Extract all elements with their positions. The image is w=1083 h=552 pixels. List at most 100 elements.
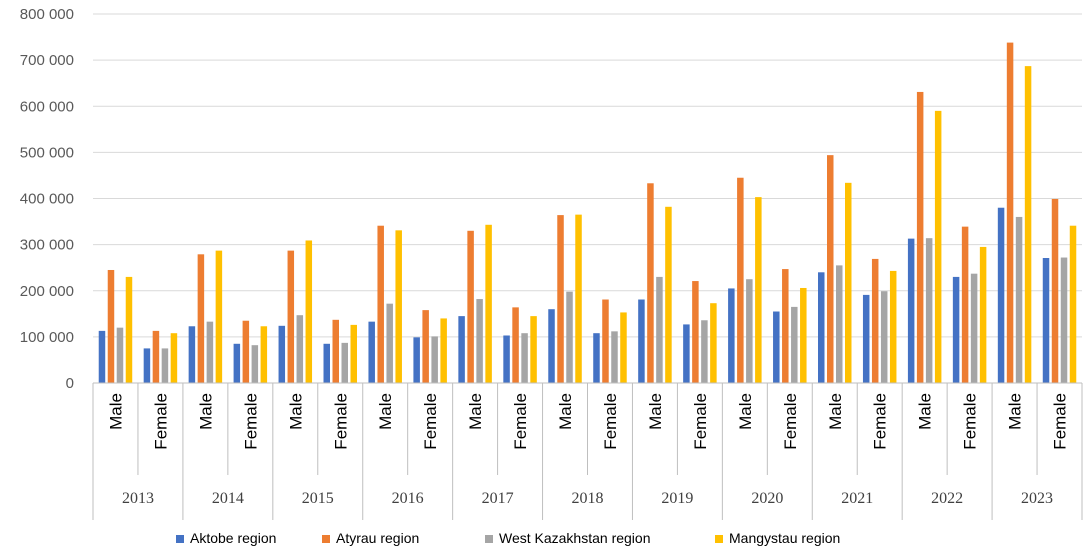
bar-atyrau-region — [737, 178, 744, 383]
bar-mangystau-region — [980, 247, 987, 383]
bar-mangystau-region — [351, 325, 358, 383]
bar-atyrau-region — [198, 254, 205, 383]
bar-atyrau-region — [243, 321, 250, 383]
bar-atyrau-region — [108, 270, 115, 383]
legend: Aktobe region Atyrau region West Kazakhsta… — [176, 530, 840, 546]
x-category-label: Female — [511, 393, 530, 450]
bar-west-kazakhstan-region — [252, 345, 259, 383]
bar-west-kazakhstan-region — [1016, 217, 1023, 383]
bar-mangystau-region — [1025, 66, 1032, 383]
bar-atyrau-region — [1052, 199, 1059, 383]
bar-west-kazakhstan-region — [207, 322, 214, 383]
x-category-label: Female — [871, 393, 890, 450]
bar-aktobe-region — [368, 322, 375, 383]
bar-mangystau-region — [620, 312, 627, 383]
legend-label: Atyrau region — [336, 530, 419, 546]
y-axis: 0 100 000 200 000 300 000 400 000 500 000 600 … — [20, 6, 74, 392]
x-group-label: 2021 — [841, 490, 873, 507]
x-group-label: 2018 — [572, 490, 604, 507]
bar-aktobe-region — [324, 344, 331, 383]
y-tick-label: 100 000 — [20, 329, 74, 346]
bar-west-kazakhstan-region — [1061, 258, 1068, 383]
bar-mangystau-region — [575, 215, 582, 383]
bar-west-kazakhstan-region — [611, 331, 618, 383]
bar-mangystau-region — [530, 316, 537, 383]
bar-aktobe-region — [683, 324, 690, 383]
bar-west-kazakhstan-region — [386, 304, 393, 383]
gridlines — [93, 14, 1082, 337]
bar-west-kazakhstan-region — [656, 277, 663, 383]
bar-atyrau-region — [782, 269, 789, 383]
bar-aktobe-region — [998, 208, 1005, 383]
x-category-label: Male — [286, 393, 305, 430]
bar-mangystau-region — [665, 207, 672, 383]
bar-west-kazakhstan-region — [117, 328, 124, 383]
legend-swatch — [485, 535, 493, 543]
legend-label: West Kazakhstan region — [499, 530, 651, 546]
bar-atyrau-region — [827, 155, 834, 383]
bar-west-kazakhstan-region — [746, 279, 753, 383]
y-tick-label: 500 000 — [20, 144, 74, 161]
y-tick-label: 700 000 — [20, 52, 74, 69]
y-tick-label: 0 — [66, 375, 74, 392]
bar-atyrau-region — [422, 310, 429, 383]
bar-atyrau-region — [377, 226, 384, 383]
bar-mangystau-region — [216, 251, 223, 383]
y-tick-label: 400 000 — [20, 191, 74, 208]
bar-atyrau-region — [153, 331, 160, 383]
bar-west-kazakhstan-region — [297, 315, 304, 383]
bars — [99, 43, 1077, 383]
bar-aktobe-region — [144, 348, 151, 383]
x-group-label: 2017 — [482, 490, 514, 507]
legend-label: Aktobe region — [190, 530, 276, 546]
bar-west-kazakhstan-region — [476, 299, 483, 383]
x-category-label: Male — [376, 393, 395, 430]
bar-west-kazakhstan-region — [881, 291, 888, 383]
legend-swatch — [715, 535, 723, 543]
bar-atyrau-region — [1007, 43, 1014, 383]
bar-aktobe-region — [818, 272, 825, 383]
x-category-label: Male — [556, 393, 575, 430]
x-group-label: 2015 — [302, 490, 334, 507]
x-axis: Male Female Male Female Male Female Male Female… — [93, 383, 1082, 520]
y-tick-label: 600 000 — [20, 98, 74, 115]
bar-west-kazakhstan-region — [701, 320, 708, 383]
bar-west-kazakhstan-region — [836, 265, 843, 383]
bar-aktobe-region — [413, 337, 420, 383]
x-category-label: Male — [466, 393, 485, 430]
bar-aktobe-region — [503, 335, 510, 383]
bar-mangystau-region — [1070, 226, 1077, 383]
y-tick-label: 800 000 — [20, 6, 74, 23]
bar-atyrau-region — [872, 259, 879, 383]
legend-label: Mangystau region — [729, 530, 840, 546]
bar-aktobe-region — [953, 277, 960, 383]
x-category-label: Female — [151, 393, 170, 450]
bar-atyrau-region — [288, 251, 295, 383]
x-category-label: Female — [781, 393, 800, 450]
bar-west-kazakhstan-region — [926, 238, 933, 383]
bar-aktobe-region — [593, 333, 600, 383]
bar-aktobe-region — [458, 316, 465, 383]
bar-aktobe-region — [99, 331, 106, 383]
x-category-label: Female — [601, 393, 620, 450]
bar-west-kazakhstan-region — [971, 274, 978, 383]
x-group-label: 2016 — [392, 490, 424, 507]
bar-mangystau-region — [755, 197, 762, 383]
y-tick-label: 300 000 — [20, 237, 74, 254]
bar-atyrau-region — [647, 183, 654, 383]
x-category-label: Female — [421, 393, 440, 450]
bar-aktobe-region — [728, 288, 735, 383]
bar-aktobe-region — [189, 326, 196, 383]
bar-mangystau-region — [395, 230, 402, 383]
bar-mangystau-region — [710, 303, 717, 383]
x-category-label: Male — [736, 393, 755, 430]
bar-atyrau-region — [333, 320, 340, 383]
x-category-label: Female — [691, 393, 710, 450]
bar-atyrau-region — [602, 300, 609, 383]
bar-aktobe-region — [1043, 258, 1050, 383]
bar-mangystau-region — [485, 225, 492, 383]
x-category-label: Female — [961, 393, 980, 450]
x-group-label: 2014 — [212, 490, 244, 507]
bar-west-kazakhstan-region — [566, 292, 573, 383]
